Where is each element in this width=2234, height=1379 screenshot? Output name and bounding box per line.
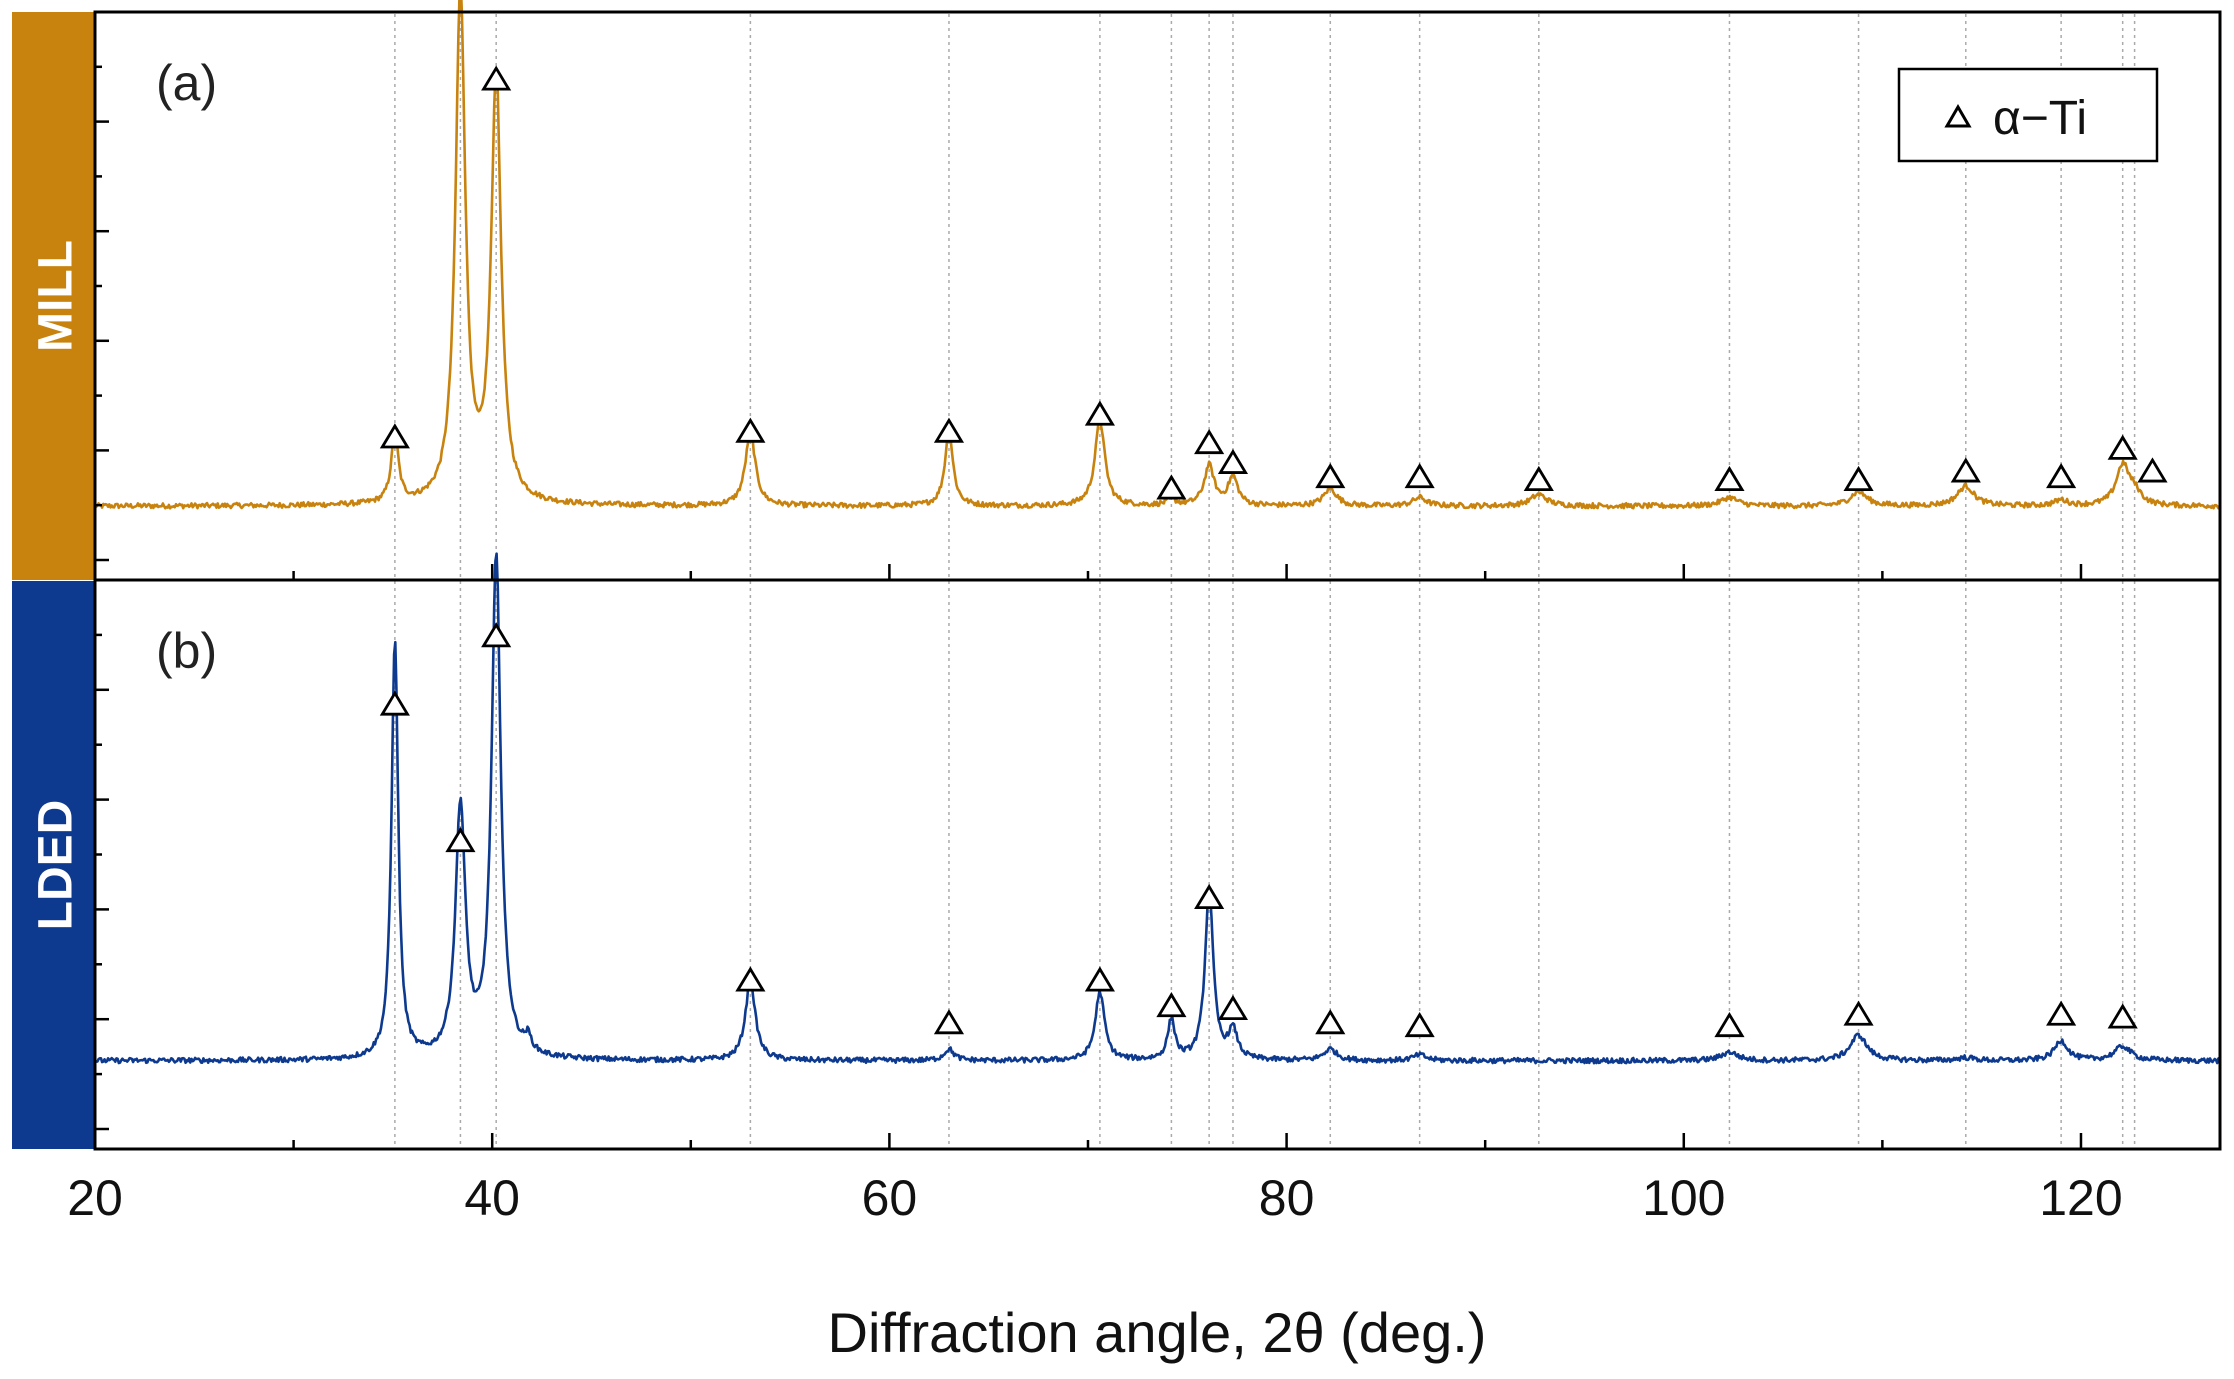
- alpha-ti-marker-icon: [2107, 434, 2138, 460]
- x-tick-labels: 20 40 60 80 100 120: [67, 1170, 2123, 1226]
- traces: [93, 0, 2221, 1065]
- panel-b-label: (b): [156, 623, 217, 679]
- alpha-ti-marker-icon: [1714, 465, 1745, 491]
- legend-triangle-icon: [1944, 104, 1972, 128]
- alpha-ti-marker-icon: [1194, 428, 1225, 455]
- panel-a-label: (a): [156, 55, 217, 111]
- x-tick-label: 40: [464, 1170, 520, 1226]
- alpha-ti-marker-icon: [735, 966, 766, 992]
- side-labels: MILL LDED: [12, 12, 95, 1149]
- alpha-ti-marker-icon: [2046, 463, 2077, 489]
- alpha-ti-marker-icon: [1217, 448, 1249, 474]
- lded-side-label: LDED: [30, 800, 83, 931]
- alpha-ti-marker-icon: [1843, 465, 1874, 491]
- alpha-ti-marker-icon: [481, 65, 512, 91]
- legend-label: α−Ti: [1993, 92, 2087, 145]
- x-tick-label: 20: [67, 1170, 123, 1226]
- alpha-ti-marker-icon: [1843, 1000, 1874, 1026]
- alpha-ti-marker-icon: [1156, 474, 1187, 500]
- alpha-ti-marker-icon: [1404, 463, 1435, 489]
- mill-side-band: [12, 12, 95, 580]
- alpha-ti-marker-icon: [1315, 463, 1346, 489]
- alpha-ti-markers: [379, 65, 2168, 1038]
- alpha-ti-marker-icon: [2046, 1000, 2077, 1026]
- panel-a-trace: [93, 0, 2221, 510]
- x-tick-label: 80: [1259, 1170, 1315, 1226]
- x-tick-label: 120: [2039, 1170, 2122, 1226]
- legend: α−Ti: [1897, 67, 2159, 163]
- panel-b-trace: [94, 552, 2221, 1065]
- x-tick-label: 60: [862, 1170, 918, 1226]
- alpha-ti-marker-icon: [1194, 883, 1225, 910]
- alpha-ti-marker-icon: [2137, 457, 2168, 483]
- alpha-ti-marker-icon: [445, 827, 476, 853]
- alpha-ti-marker-icon: [1523, 465, 1554, 491]
- alpha-ti-marker-icon: [933, 1009, 965, 1035]
- alpha-ti-marker-icon: [481, 622, 512, 648]
- x-tick-label: 100: [1642, 1170, 1725, 1226]
- mill-side-label: MILL: [30, 240, 83, 352]
- alpha-ti-marker-icon: [379, 423, 410, 449]
- alpha-ti-marker-icon: [735, 417, 766, 443]
- alpha-ti-marker-icon: [933, 417, 965, 443]
- axis-ticks: [93, 65, 2083, 1149]
- alpha-ti-marker-icon: [1217, 994, 1249, 1020]
- alpha-ti-marker-icon: [1084, 966, 1115, 992]
- lded-side-band: [12, 581, 95, 1149]
- alpha-ti-marker-icon: [1084, 400, 1115, 426]
- alpha-ti-marker-icon: [1950, 457, 1981, 483]
- plot-frames: [93, 10, 2222, 1151]
- alpha-ti-marker-icon: [1714, 1011, 1745, 1038]
- alpha-ti-marker-icon: [379, 690, 410, 716]
- alpha-ti-marker-icon: [1156, 992, 1187, 1018]
- legend-box: [1897, 67, 2159, 163]
- alpha-ti-marker-icon: [1315, 1009, 1346, 1035]
- panel-b-frame: [93, 578, 2222, 1151]
- alpha-ti-marker-icon: [2107, 1003, 2138, 1029]
- x-axis-label: Diffraction angle, 2θ (deg.): [828, 1301, 1487, 1364]
- alpha-ti-marker-icon: [1404, 1011, 1435, 1038]
